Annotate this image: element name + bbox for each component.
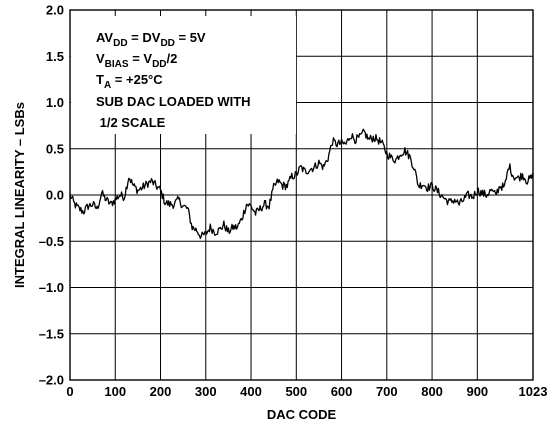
annotation-background	[71, 16, 296, 134]
x-tick-label: 800	[421, 384, 443, 399]
annotation-line-1: AVDD = DVDD = 5V	[96, 30, 206, 49]
x-tick-label: 100	[104, 384, 126, 399]
x-tick-label: 400	[240, 384, 262, 399]
y-tick-label: 1.0	[46, 95, 64, 110]
annotation-block: AVDD = DVDD = 5V VBIAS = VDD/2 TA = +25°…	[96, 30, 251, 130]
y-tick-label: –2.0	[39, 373, 64, 388]
y-tick-label: 0.5	[46, 141, 64, 156]
x-tick-label: 200	[150, 384, 172, 399]
x-tick-label: 1023	[519, 384, 547, 399]
y-axis-title: INTEGRAL LINEARITY – LSBs	[12, 102, 27, 288]
x-tick-label: 900	[466, 384, 488, 399]
x-axis-title: DAC CODE	[267, 407, 337, 422]
annotation-line-3: TA = +25°C	[96, 72, 163, 91]
x-tick-label: 300	[195, 384, 217, 399]
x-tick-label: 500	[285, 384, 307, 399]
x-axis-ticks: 0 100 200 300 400 500 600 700 800 900 1023	[66, 384, 547, 399]
x-tick-label: 700	[376, 384, 398, 399]
series-line	[69, 128, 534, 240]
y-tick-label: –1.0	[39, 280, 64, 295]
grid-layer	[70, 10, 533, 380]
x-tick-label: 0	[66, 384, 73, 399]
y-tick-label: 1.5	[46, 49, 64, 64]
annotation-line-4: SUB DAC LOADED WITH	[96, 94, 251, 109]
y-tick-label: –0.5	[39, 234, 64, 249]
y-tick-label: 0.0	[46, 188, 64, 203]
annotation-line-2: VBIAS = VDD/2	[96, 51, 177, 70]
y-tick-label: –1.5	[39, 326, 64, 341]
y-tick-label: 2.0	[46, 3, 64, 18]
y-axis-ticks: 2.0 1.5 1.0 0.5 0.0 –0.5 –1.0 –1.5 –2.0	[39, 3, 64, 388]
x-tick-label: 600	[331, 384, 353, 399]
annotation-line-5: 1/2 SCALE	[96, 115, 166, 130]
